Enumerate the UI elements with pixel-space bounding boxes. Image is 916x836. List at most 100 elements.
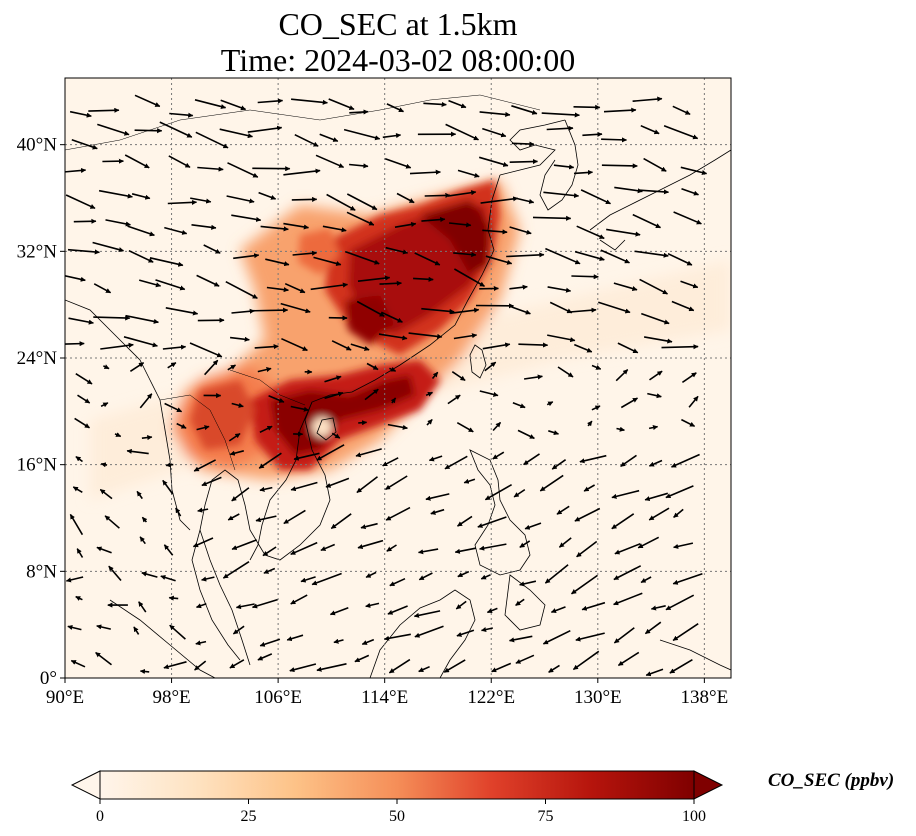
wind-arrow [257, 98, 284, 104]
wind-arrow [354, 654, 370, 663]
wind-arrow [445, 123, 479, 141]
colorbar-extend-max [693, 770, 724, 800]
wind-arrow [247, 125, 283, 133]
wind-arrow [649, 370, 663, 381]
wind-arrow [614, 542, 641, 555]
wind-arrow [129, 362, 145, 372]
wind-arrow [164, 402, 183, 413]
wind-arrow [600, 249, 630, 264]
wind-arrow [601, 163, 638, 169]
wind-arrow [542, 629, 571, 645]
wind-arrow [100, 402, 109, 408]
wind-arrow [518, 342, 549, 348]
wind-arrow [195, 640, 207, 646]
wind-arrow [573, 104, 601, 110]
wind-vectors [65, 94, 708, 677]
colorbar-tick-label: 75 [538, 808, 554, 825]
wind-arrow [72, 486, 83, 493]
wind-arrow [201, 476, 222, 487]
wind-arrow [492, 451, 505, 460]
wind-arrow [613, 592, 643, 606]
wind-arrow [426, 418, 433, 426]
wind-arrow [108, 565, 122, 582]
wind-arrow [139, 393, 153, 409]
wind-arrow [573, 343, 593, 353]
wind-arrow [141, 571, 158, 578]
colorbar-extend-min [70, 770, 101, 800]
wind-arrow [665, 485, 694, 499]
map-frame [64, 77, 732, 679]
wind-arrow [68, 317, 94, 325]
wind-arrow [517, 429, 535, 440]
wind-arrow [519, 540, 531, 548]
wind-arrow [252, 598, 278, 609]
wind-arrow [164, 226, 188, 235]
wind-arrow [280, 302, 311, 314]
wind-arrow [290, 481, 318, 492]
wind-arrow [365, 571, 377, 579]
wind-arrow [558, 537, 572, 548]
wind-arrow [316, 444, 345, 461]
wind-arrow [260, 225, 289, 232]
wind-arrow [382, 457, 399, 467]
wind-arrow [322, 225, 347, 233]
wind-arrow [300, 576, 316, 583]
wind-arrow [549, 301, 573, 314]
wind-arrow [257, 653, 273, 661]
wind-arrow [387, 605, 408, 615]
wind-arrow [394, 221, 417, 228]
wind-arrow [509, 284, 528, 290]
wind-arrow [266, 286, 289, 293]
wind-arrow [389, 366, 397, 372]
wind-arrow [197, 166, 224, 172]
wind-arrow [513, 488, 526, 498]
wind-arrow [258, 191, 277, 200]
wind-arrow [189, 342, 223, 358]
wind-arrow [67, 624, 82, 631]
wind-arrow [194, 99, 227, 110]
wind-arrow [134, 94, 161, 108]
wind-arrow [96, 546, 112, 554]
wind-arrow [640, 124, 660, 135]
wind-arrow [378, 333, 408, 341]
wind-arrow [523, 453, 540, 466]
wind-arrow [673, 542, 694, 549]
wind-arrow [386, 544, 397, 552]
wind-arrow [544, 564, 569, 584]
wind-arrow [681, 372, 697, 384]
wind-arrow [231, 308, 255, 314]
wind-arrow [383, 633, 411, 641]
wind-arrow [634, 250, 669, 258]
wind-arrow [541, 112, 580, 118]
wind-arrow [478, 156, 509, 167]
wind-arrow [572, 650, 600, 671]
wind-arrow [491, 662, 512, 673]
wind-arrow [75, 455, 83, 463]
wind-arrow [576, 540, 598, 558]
wind-arrow [165, 462, 174, 468]
wind-arrow [606, 228, 641, 237]
wind-arrow [673, 211, 702, 225]
wind-arrow [671, 300, 695, 312]
wind-arrow [69, 513, 84, 536]
wind-arrow [104, 515, 120, 529]
wind-arrow [196, 425, 210, 431]
wind-arrow [201, 576, 215, 582]
wind-arrow [176, 422, 187, 429]
wind-arrow [484, 361, 497, 372]
wind-arrow [191, 224, 217, 230]
wind-arrow [331, 340, 352, 351]
wind-arrow [162, 479, 174, 495]
wind-arrow [512, 401, 526, 409]
colorbar: 0 25 50 75 100 [70, 770, 724, 825]
wind-arrow [292, 250, 318, 256]
wind-arrow [167, 362, 177, 369]
wind-arrow [65, 576, 84, 583]
wind-arrow [408, 332, 443, 339]
wind-arrow [591, 405, 601, 411]
wind-arrow [163, 544, 174, 556]
wind-arrow [195, 131, 229, 149]
wind-arrow [65, 167, 87, 174]
wind-arrow [349, 163, 369, 169]
wind-arrow [254, 344, 279, 350]
